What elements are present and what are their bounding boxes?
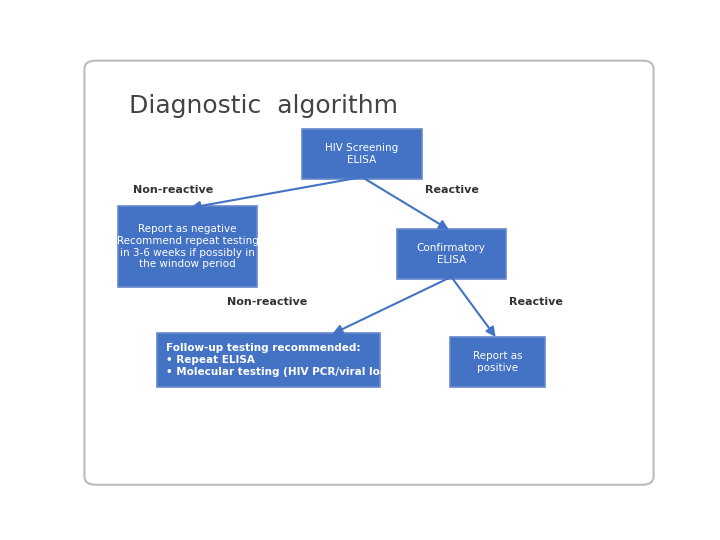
Text: Non-reactive: Non-reactive: [228, 297, 307, 307]
FancyBboxPatch shape: [450, 337, 545, 387]
Text: Confirmatory
ELISA: Confirmatory ELISA: [417, 243, 486, 265]
FancyBboxPatch shape: [84, 60, 654, 485]
Text: Reactive: Reactive: [508, 297, 562, 307]
Text: Reactive: Reactive: [425, 185, 479, 194]
Text: HIV Screening
ELISA: HIV Screening ELISA: [325, 144, 399, 165]
Text: Report as
positive: Report as positive: [472, 352, 522, 373]
FancyBboxPatch shape: [302, 129, 422, 179]
FancyBboxPatch shape: [118, 206, 258, 287]
FancyBboxPatch shape: [157, 333, 380, 387]
Text: Non-reactive: Non-reactive: [132, 185, 213, 194]
Text: Follow-up testing recommended:
• Repeat ELISA
• Molecular testing (HIV PCR/viral: Follow-up testing recommended: • Repeat …: [166, 343, 400, 376]
Text: Diagnostic  algorithm: Diagnostic algorithm: [129, 94, 398, 118]
FancyBboxPatch shape: [397, 229, 505, 279]
Text: Report as negative
Recommend repeat testing
in 3-6 weeks if possibly in
the wind: Report as negative Recommend repeat test…: [117, 224, 258, 269]
